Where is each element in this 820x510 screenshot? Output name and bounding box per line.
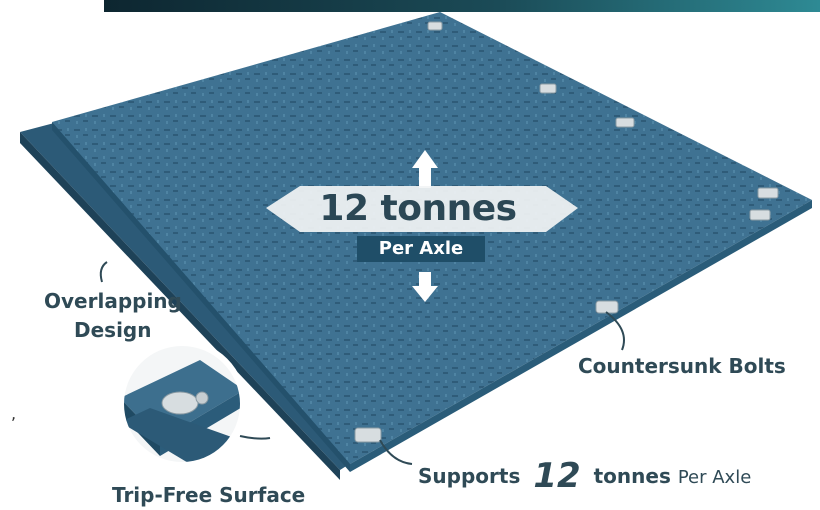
- supports-unit: tonnes: [594, 464, 671, 488]
- headline-value: 12 tonnes: [288, 188, 548, 229]
- bolt-icon: [355, 428, 381, 442]
- bolt-icon: [162, 392, 198, 414]
- countersunk-label: Countersunk Bolts: [578, 354, 786, 378]
- per-axle-tag: Per Axle: [357, 236, 485, 262]
- trip-free-label: Trip-Free Surface: [112, 483, 305, 507]
- supports-value: 12: [533, 456, 580, 496]
- top-banner: [104, 0, 820, 12]
- bolt-icon: [758, 188, 778, 198]
- stray-mark: ,: [11, 404, 16, 423]
- supports-prefix: Supports: [418, 464, 520, 488]
- supports-suffix: Per Axle: [678, 467, 751, 488]
- overlapping-label-line2: Design: [74, 318, 151, 342]
- bolt-icon: [616, 118, 634, 127]
- bolt-icon: [540, 84, 556, 93]
- bolt-icon: [750, 210, 770, 220]
- bolt-icon: [596, 301, 618, 313]
- supports-label: Supports 12 tonnes Per Axle: [418, 452, 751, 492]
- trip-free-inset: [120, 342, 244, 470]
- bolt-icon: [428, 22, 442, 30]
- overlapping-label-line1: Overlapping: [44, 289, 182, 313]
